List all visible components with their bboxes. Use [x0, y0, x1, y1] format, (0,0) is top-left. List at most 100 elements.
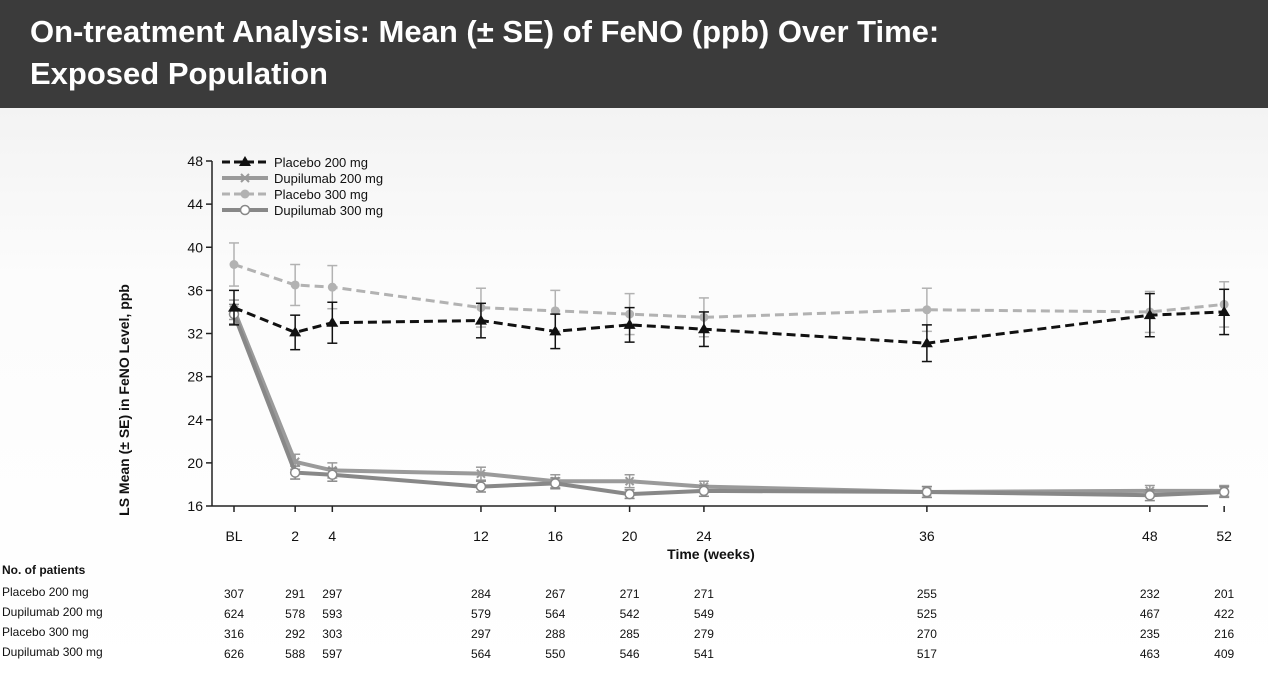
- data-point: [326, 316, 339, 327]
- data-point: [327, 469, 338, 480]
- data-point: [922, 305, 932, 315]
- patients-count: 626: [223, 647, 245, 661]
- series-line: [233, 263, 1225, 319]
- patients-count: 463: [1139, 647, 1160, 661]
- series-line: [232, 309, 1225, 494]
- legend-item: Dupilumab 200 mg: [222, 171, 383, 186]
- data-point-stroke: [624, 476, 635, 486]
- patients-count: 279: [693, 627, 714, 641]
- data-point: [239, 156, 251, 166]
- data-point: [920, 337, 933, 348]
- patients-count: 284: [470, 587, 491, 601]
- x-tick-label: 16: [547, 528, 563, 544]
- y-tick-label: 40: [187, 239, 203, 255]
- data-point: [624, 488, 635, 500]
- patients-count: 297: [470, 627, 491, 641]
- patients-count: 542: [619, 607, 640, 621]
- patients-count: 578: [285, 607, 306, 621]
- data-point: [624, 476, 635, 486]
- patients-count: 517: [916, 647, 937, 661]
- data-point: [921, 486, 933, 498]
- patients-count: 549: [693, 607, 714, 621]
- data-point: [475, 481, 487, 492]
- patients-count: 564: [470, 647, 491, 661]
- legend-item: Placebo 300 mg: [222, 187, 368, 202]
- patients-count: 579: [470, 607, 491, 621]
- x-tick-label: 4: [328, 528, 336, 544]
- patients-count: 588: [285, 647, 306, 661]
- data-point: [239, 204, 251, 216]
- patients-count: 297: [322, 587, 343, 601]
- patients-count: 235: [1139, 627, 1160, 641]
- patients-count: 267: [545, 587, 566, 601]
- patients-count: 467: [1139, 607, 1160, 621]
- data-point: [289, 467, 301, 478]
- data-point: [1143, 309, 1156, 320]
- series-0: [228, 288, 1231, 363]
- data-point: [1144, 489, 1156, 501]
- patients-count: 232: [1139, 587, 1160, 601]
- patients-count: 316: [223, 627, 245, 641]
- data-point: [549, 325, 562, 336]
- patients-count: 270: [916, 627, 937, 641]
- data-point: [229, 260, 239, 269]
- x-tick-label: 2: [291, 528, 299, 544]
- patients-count: 422: [1214, 607, 1235, 621]
- y-tick-label: 44: [187, 196, 203, 212]
- legend-label: Dupilumab 200 mg: [274, 171, 383, 186]
- patients-count: 291: [285, 587, 306, 601]
- series-1: [229, 299, 1230, 499]
- y-tick-label: 36: [187, 282, 203, 298]
- x-tick-label: 20: [622, 528, 638, 544]
- y-tick-label: 28: [187, 369, 203, 385]
- patients-count: 546: [619, 647, 640, 661]
- y-axis-label: LS Mean (± SE) in FeNO Level, ppb: [116, 284, 132, 516]
- patients-row-label: Placebo 200 mg: [2, 585, 89, 599]
- data-point-stroke: [476, 468, 486, 479]
- chart-area: 16 20 24 28 32 36 40 44 48 BL 2 4 12 16 20 24 36 48 52 Pla…: [0, 108, 1268, 682]
- data-point: [623, 318, 636, 329]
- x-tick-label: 24: [696, 528, 712, 544]
- patients-count: 550: [545, 647, 566, 661]
- x-tick-label: BL: [225, 528, 242, 544]
- patients-count: 271: [619, 587, 640, 601]
- slide-title-line2: Exposed Population: [30, 56, 328, 91]
- legend-label: Placebo 200 mg: [274, 155, 368, 170]
- data-point: [228, 301, 240, 312]
- legend-item: Placebo 200 mg: [222, 155, 368, 170]
- patients-count: 597: [322, 647, 343, 661]
- patients-row-label: Dupilumab 300 mg: [2, 645, 103, 659]
- patients-count: 307: [223, 587, 245, 601]
- x-tick-label: 48: [1142, 528, 1158, 544]
- patients-count: 271: [693, 587, 714, 601]
- x-tick-label: 36: [919, 528, 935, 544]
- data-point: [550, 478, 561, 489]
- data-point-stroke: [240, 173, 250, 183]
- patients-table-header: No. of patients: [2, 563, 86, 577]
- plot-series: [228, 242, 1231, 502]
- legend-item: Dupilumab 300 mg: [222, 203, 383, 218]
- data-point: [1218, 305, 1231, 316]
- legend-label: Dupilumab 300 mg: [274, 203, 383, 218]
- data-point: [550, 306, 560, 316]
- patients-count: 409: [1214, 647, 1235, 661]
- data-point: [240, 189, 250, 199]
- patients-count: 255: [916, 587, 937, 601]
- legend-label: Placebo 300 mg: [274, 187, 368, 202]
- patients-row-label: Placebo 300 mg: [2, 625, 89, 639]
- patients-count: 285: [619, 627, 640, 641]
- x-tick-label: 12: [473, 528, 489, 544]
- data-point: [698, 485, 710, 497]
- patients-count: 216: [1214, 627, 1235, 641]
- series-line: [232, 313, 1225, 498]
- y-tick-label: 48: [187, 153, 203, 169]
- slide-title-line1: On-treatment Analysis: Mean (± SE) of Fe…: [30, 14, 940, 49]
- patients-count: 624: [223, 607, 245, 621]
- x-axis-label: Time (weeks): [667, 546, 755, 562]
- y-tick-label: 32: [187, 326, 203, 342]
- patients-count: 593: [322, 607, 343, 621]
- data-point: [474, 314, 487, 325]
- patients-count: 564: [545, 607, 566, 621]
